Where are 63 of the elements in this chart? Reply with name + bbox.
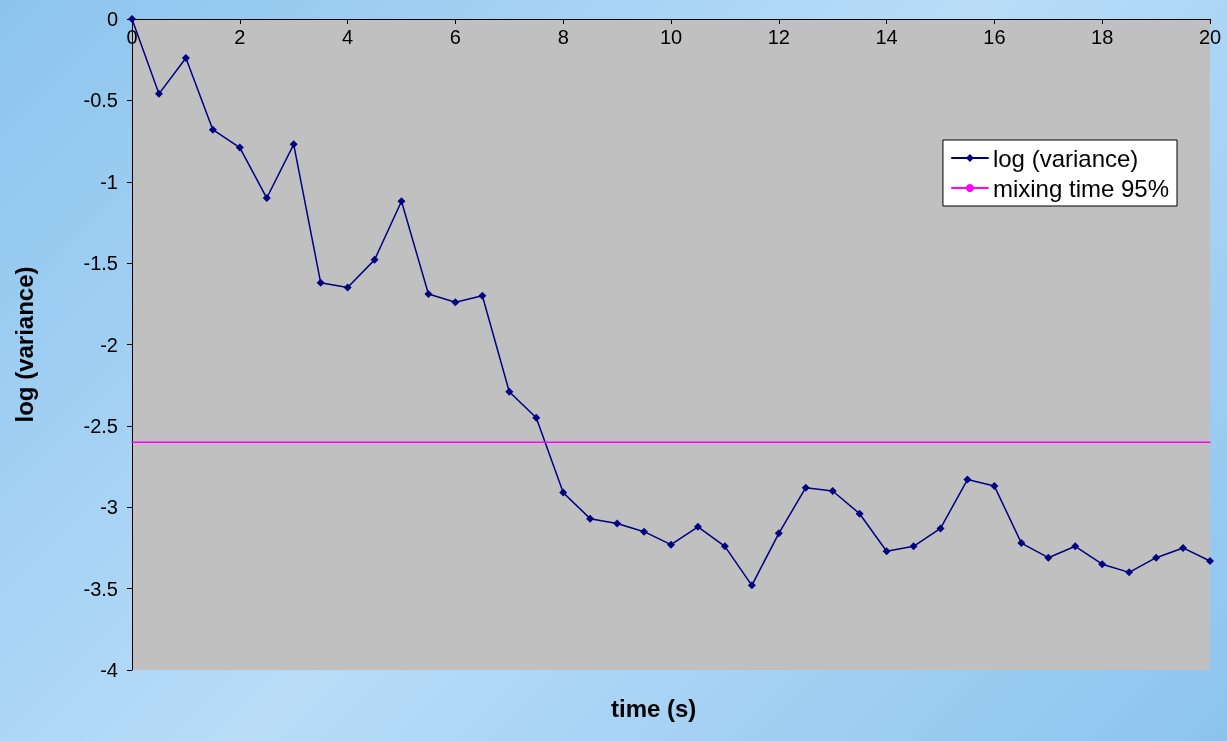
y-tick-label: -1.5 xyxy=(83,252,118,275)
point xyxy=(505,387,514,396)
point xyxy=(747,581,756,590)
point xyxy=(720,542,729,551)
y-tick-label: 0 xyxy=(106,8,118,30)
point xyxy=(559,488,568,497)
point xyxy=(801,483,810,492)
y-tick-label: -2.5 xyxy=(83,414,118,437)
point xyxy=(289,140,298,149)
point xyxy=(424,290,433,299)
point xyxy=(181,54,190,63)
y-tick-label: -2 xyxy=(100,333,118,356)
point xyxy=(451,298,460,307)
point xyxy=(532,413,541,422)
point xyxy=(262,194,271,203)
x-tick-label: 16 xyxy=(983,26,1006,48)
y-tick-label: -4 xyxy=(100,659,118,681)
x-tick-label: 2 xyxy=(234,26,246,48)
point xyxy=(855,509,864,518)
point xyxy=(235,143,244,152)
legend-label: log (variance) xyxy=(992,144,1139,172)
point xyxy=(1044,553,1053,562)
point xyxy=(1206,556,1214,565)
point xyxy=(478,291,487,300)
y-tick-label: -3 xyxy=(100,496,118,519)
y-axis-title: log (variance) xyxy=(10,266,38,423)
point xyxy=(990,482,999,491)
point xyxy=(640,527,649,536)
point xyxy=(828,486,837,495)
y-tick-label: -1 xyxy=(100,170,118,193)
point xyxy=(316,278,325,287)
x-tick-label: 10 xyxy=(659,26,683,48)
x-tick-label: 6 xyxy=(449,26,461,48)
x-tick-label: 12 xyxy=(767,26,790,48)
point xyxy=(154,89,163,98)
point xyxy=(208,125,217,134)
point xyxy=(343,283,352,292)
point xyxy=(882,547,891,556)
point xyxy=(1098,560,1107,569)
point xyxy=(1125,568,1134,577)
point xyxy=(774,529,783,538)
point xyxy=(1017,539,1026,548)
point xyxy=(586,514,595,523)
y-tick-label: -3.5 xyxy=(83,577,118,600)
point xyxy=(963,475,972,484)
point xyxy=(693,522,702,531)
x-tick-label: 20 xyxy=(1198,26,1222,48)
point xyxy=(613,519,622,528)
x-tick-label: 4 xyxy=(342,26,354,48)
point xyxy=(397,197,406,206)
point xyxy=(370,255,379,264)
point xyxy=(667,540,675,549)
x-tick-label: 18 xyxy=(1091,26,1114,48)
x-axis-title: time (s) xyxy=(611,694,697,722)
point xyxy=(1152,553,1161,562)
point xyxy=(1179,543,1188,552)
point xyxy=(1071,542,1080,551)
point xyxy=(936,524,945,533)
x-tick-label: 14 xyxy=(875,26,898,48)
y-tick-label: -0.5 xyxy=(83,89,118,112)
point xyxy=(909,542,918,551)
x-tick-label: 8 xyxy=(557,26,569,48)
legend-label: mixing time 95% xyxy=(992,174,1169,202)
